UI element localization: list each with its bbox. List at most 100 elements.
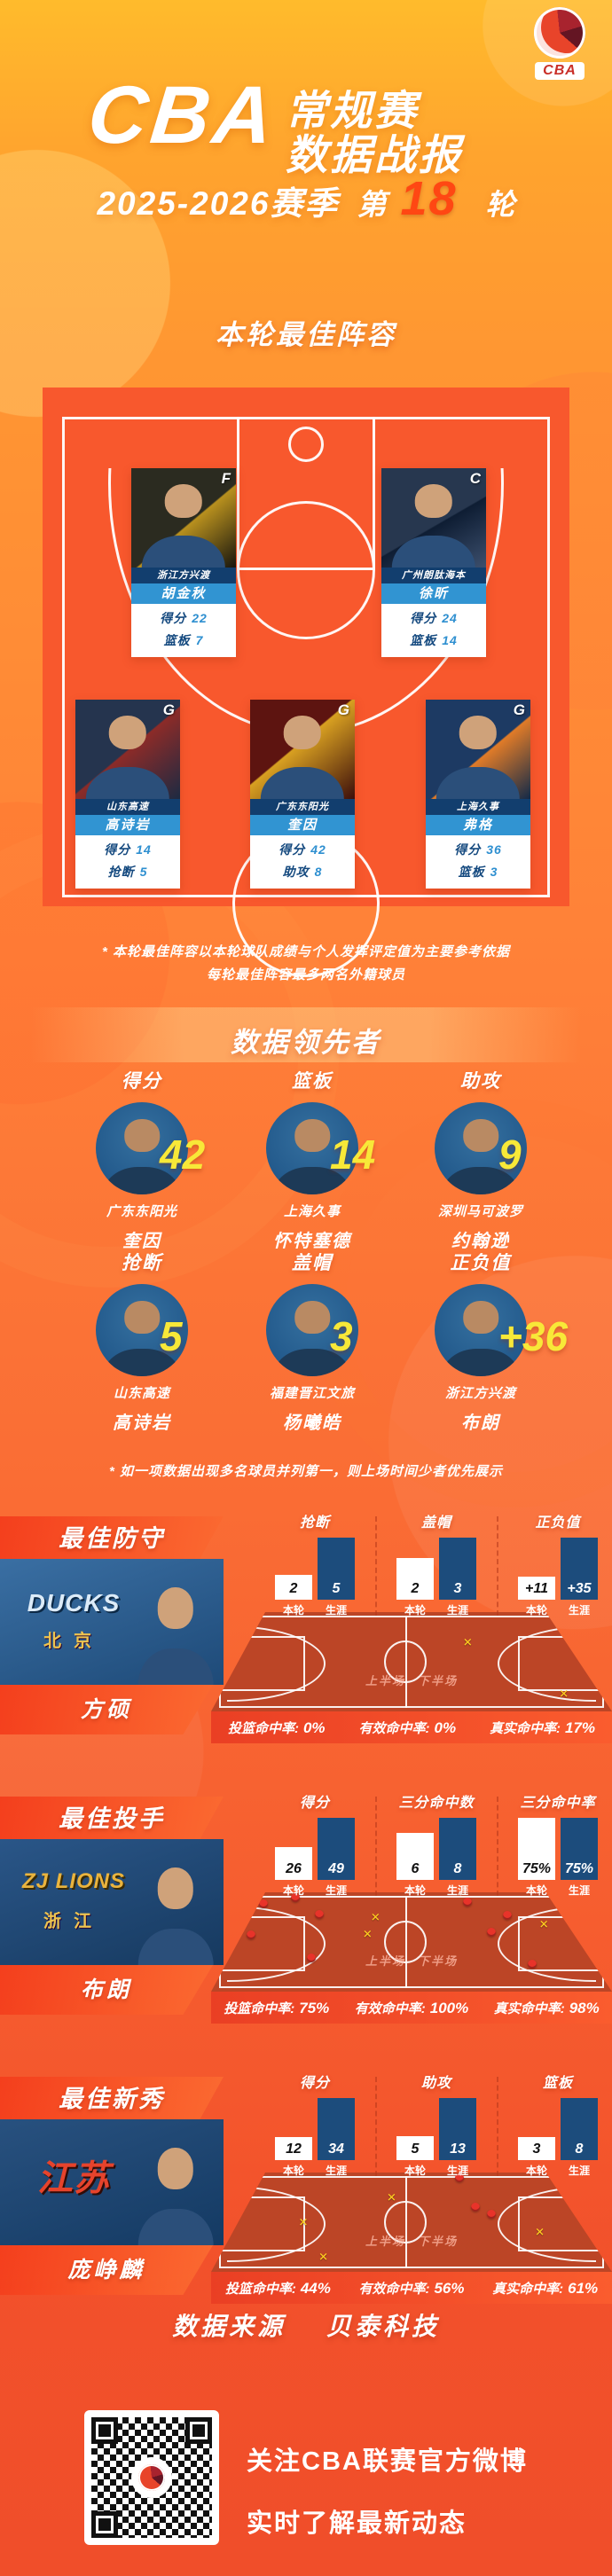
basketball-icon [138, 2464, 165, 2491]
leader-name: 约翰逊 [451, 1232, 510, 1251]
player-photo: C [381, 468, 486, 568]
team-logo-subtext: 北京 [43, 1632, 104, 1651]
stat-row: 得分 22 [131, 607, 236, 630]
title-cba: CBA [83, 70, 281, 161]
qr-caption-line1: 关注CBA联赛官方微博 [247, 2447, 528, 2476]
stat-row: 篮板 3 [426, 861, 530, 883]
metric-separator [374, 2077, 377, 2176]
metric-label: 助攻 [420, 2076, 451, 2091]
round-bar: 12 [275, 2137, 312, 2160]
round-bar-value: 26 [286, 1861, 302, 1876]
player-stats: 得分 24 篮板 14 [381, 604, 486, 657]
shooting-stats-strip: 投篮命中率: 0% 有效命中率: 0% 真实命中率: 17% [211, 1711, 612, 1743]
player-team: 上海久事 [426, 799, 530, 815]
first-half-label: 上半场 [365, 1954, 405, 1969]
shooting-stat-label: 真实命中率: [490, 1720, 561, 1736]
team-logo-text: ZJ LIONS [21, 1869, 125, 1893]
qr-pattern [91, 2417, 212, 2538]
shooting-stat: 投篮命中率: 0% [228, 1719, 326, 1737]
leader-item: 得分 42 广东东阳光 奎因 [53, 1067, 231, 1252]
round-bar-value: 5 [411, 2141, 420, 2157]
career-bar-value: 5 [332, 1581, 341, 1596]
qr-finder-icon [185, 2417, 212, 2444]
leader-photo: +36 [435, 1284, 568, 1376]
highlight-player-name: 庞峥麟 [0, 2245, 213, 2295]
team-logo-text: DUCKS [27, 1589, 121, 1617]
highlight-title: 最佳投手 [0, 1797, 224, 1841]
team-logo-subtext: 浙江 [43, 1912, 104, 1931]
leader-value: +36 [498, 1313, 569, 1359]
round-bar: 26 [275, 1847, 312, 1880]
made-shot-marker [487, 2210, 497, 2220]
leader-value: 42 [160, 1131, 206, 1178]
shooting-stat: 投篮命中率: 75% [224, 1999, 329, 2017]
leader-team: 深圳马可波罗 [437, 1204, 523, 1219]
avatar [96, 1284, 188, 1376]
second-half-label: 下半场 [418, 2235, 459, 2249]
position-badge: G [513, 701, 525, 718]
shooting-stat-value: 75% [299, 1999, 330, 2016]
missed-shot-marker: ✕ [559, 1687, 569, 1701]
title-data-report: 数据战报 [286, 131, 463, 178]
shooting-stat: 有效命中率: 0% [358, 1719, 456, 1737]
made-shot-marker [307, 1953, 316, 1962]
player-stats: 得分 36 篮板 3 [426, 835, 530, 889]
second-half-label: 下半场 [418, 1954, 459, 1969]
qr-caption-line2: 实时了解最新动态 [247, 2509, 467, 2538]
player-photo [135, 2137, 216, 2245]
bar-legend: 本轮 生涯 [396, 1883, 476, 1898]
leader-value: 14 [330, 1131, 376, 1178]
bar-legend: 本轮 生涯 [275, 1602, 355, 1617]
leader-photo: 42 [96, 1102, 205, 1194]
shooting-stat: 真实命中率: 61% [492, 2279, 598, 2298]
shooting-stat-value: 61% [568, 2279, 599, 2297]
stat-label: 得分 [104, 842, 131, 857]
qr-finder-icon [91, 2511, 118, 2538]
position-badge: C [469, 470, 481, 487]
basketball-icon [534, 7, 585, 59]
metric-bars: 得分 26 49 本轮 生涯 三分命中数 6 8 本轮 生涯 三分命中率 75%… [263, 1795, 610, 1898]
leader-item: 抢断 5 山东高速 高诗岩 [53, 1249, 231, 1434]
avatar [96, 1102, 188, 1194]
shooting-stat-value: 56% [434, 2279, 465, 2297]
highlight-section: 最佳投手 ZJ LIONS 浙江 布朗 得分 26 49 本轮 生涯 三分命中数… [0, 1793, 612, 2025]
player-photo [135, 1577, 216, 1685]
avatar [124, 1118, 160, 1153]
highlight-section: 最佳新秀 江苏 庞峥麟 得分 12 34 本轮 生涯 助攻 5 13 本轮 生涯 [0, 2073, 612, 2306]
round-bar: 2 [275, 1575, 312, 1600]
stat-label: 得分 [160, 611, 187, 625]
player-name: 弗格 [426, 815, 530, 835]
bar-legend: 本轮 生涯 [518, 2163, 598, 2178]
shooting-stat-value: 98% [569, 1999, 600, 2016]
metric-bars: 抢断 2 5 本轮 生涯 盖帽 2 3 本轮 生涯 正负值 +11 +35 本轮… [263, 1515, 610, 1617]
metric-bar-pair: 75% 75% [518, 1818, 598, 1880]
career-bar-value: 34 [328, 2141, 344, 2157]
first-half-label: 上半场 [365, 1674, 405, 1688]
player-name: 高诗岩 [75, 815, 180, 835]
leader-photo: 5 [96, 1284, 188, 1376]
leader-name: 怀特塞德 [273, 1232, 351, 1251]
avatar [414, 483, 453, 518]
made-shot-marker [487, 1927, 497, 1937]
leader-name: 杨曦皓 [283, 1413, 341, 1433]
player-name: 胡金秋 [131, 583, 236, 604]
made-shot-marker [315, 1909, 325, 1919]
shooting-stats-strip: 投篮命中率: 44% 有效命中率: 56% 真实命中率: 61% [211, 2272, 612, 2304]
stat-row: 篮板 14 [381, 630, 486, 652]
shot-chart-court: 上半场 下半场 ✕ ✕ ✕ [211, 1892, 612, 1992]
shooting-stat: 真实命中率: 98% [494, 1999, 600, 2017]
player-photo: G [75, 700, 180, 799]
career-legend-label: 生涯 [568, 2165, 590, 2177]
avatar [294, 1300, 330, 1335]
made-shot-marker [503, 1910, 513, 1920]
career-bar-value: 13 [450, 2141, 466, 2157]
source-label: 数据来源 [172, 2313, 286, 2340]
court-center-circle [384, 2201, 428, 2243]
metric-label: 得分 [299, 1796, 330, 1811]
leader-category: 盖帽 [292, 1253, 333, 1273]
metric-bar-pair: 3 8 [518, 2098, 598, 2160]
avatar [85, 767, 170, 799]
shooting-stat-value: 0% [302, 1719, 326, 1736]
highlight-player-name: 布朗 [0, 1965, 213, 2015]
round-suffix: 轮 [485, 188, 515, 221]
